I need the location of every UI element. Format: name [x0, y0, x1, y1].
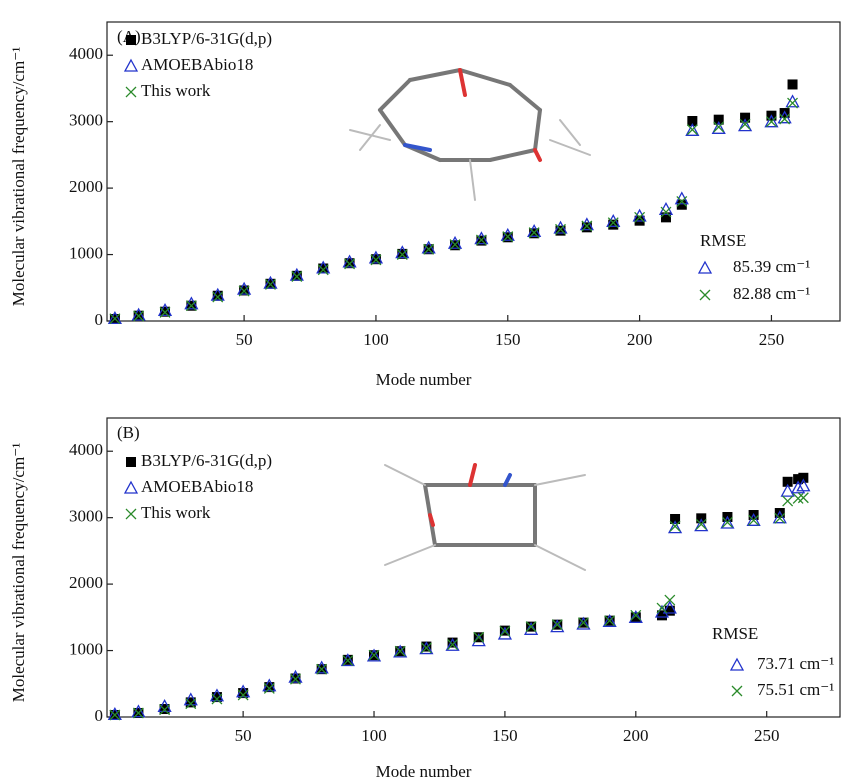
legend-label: AMOEBAbio18 [141, 477, 253, 496]
x-tick-label: 50 [235, 726, 252, 745]
x-axis-label: Mode number [376, 370, 472, 389]
molecule-a [350, 70, 590, 200]
legend-label: B3LYP/6-31G(d,p) [141, 451, 272, 470]
point-cross [700, 290, 710, 300]
point-square [126, 35, 136, 45]
point-cross [783, 496, 793, 506]
point-square [798, 473, 808, 483]
x-tick-label: 200 [623, 726, 649, 745]
rmse-label: 73.71 cm⁻¹ [757, 654, 834, 673]
rmse-label: 75.51 cm⁻¹ [757, 680, 834, 699]
x-tick-label: 250 [759, 330, 785, 349]
x-tick-label: 200 [627, 330, 653, 349]
y-tick-label: 3000 [69, 111, 103, 130]
x-tick-label: 100 [361, 726, 387, 745]
y-tick-label: 4000 [69, 44, 103, 63]
x-tick-label: 50 [236, 330, 253, 349]
y-tick-label: 3000 [69, 507, 103, 526]
point-triangle [787, 96, 799, 107]
x-axis-label: Mode number [376, 762, 472, 779]
y-tick-label: 1000 [69, 639, 103, 658]
x-tick-label: 100 [363, 330, 389, 349]
legend-label: This work [141, 503, 211, 522]
point-triangle [731, 659, 743, 670]
point-square [126, 457, 136, 467]
rmse-title: RMSE [712, 624, 758, 643]
x-tick-label: 250 [754, 726, 780, 745]
legend-label: This work [141, 81, 211, 100]
y-axis-label: Molecular vibrational frequency/cm⁻¹ [9, 443, 28, 703]
rmse-title: RMSE [700, 231, 746, 250]
point-square [788, 79, 798, 89]
point-cross [732, 686, 742, 696]
molecule-b [385, 465, 585, 570]
figure: 5010015020025001000200030004000Mode numb… [0, 0, 850, 779]
point-cross [665, 595, 675, 605]
point-cross [126, 87, 136, 97]
y-tick-label: 1000 [69, 243, 103, 262]
rmse-label: 82.88 cm⁻¹ [733, 284, 810, 303]
panel-label: (B) [117, 423, 140, 442]
x-tick-label: 150 [495, 330, 521, 349]
page: {"chart_data": [ {"type": "scatter", "pa… [0, 0, 850, 779]
legend-label: B3LYP/6-31G(d,p) [141, 29, 272, 48]
point-triangle [125, 60, 137, 71]
point-triangle [125, 482, 137, 493]
y-tick-label: 4000 [69, 440, 103, 459]
rmse-label: 85.39 cm⁻¹ [733, 257, 810, 276]
y-tick-label: 2000 [69, 573, 103, 592]
y-tick-label: 0 [95, 706, 104, 725]
y-tick-label: 0 [95, 310, 104, 329]
legend-label: AMOEBAbio18 [141, 55, 253, 74]
y-tick-label: 2000 [69, 177, 103, 196]
y-axis-label: Molecular vibrational frequency/cm⁻¹ [9, 47, 28, 307]
point-cross [798, 493, 808, 503]
point-cross [126, 509, 136, 519]
point-cross [793, 493, 803, 503]
point-triangle [699, 262, 711, 273]
x-tick-label: 150 [492, 726, 518, 745]
